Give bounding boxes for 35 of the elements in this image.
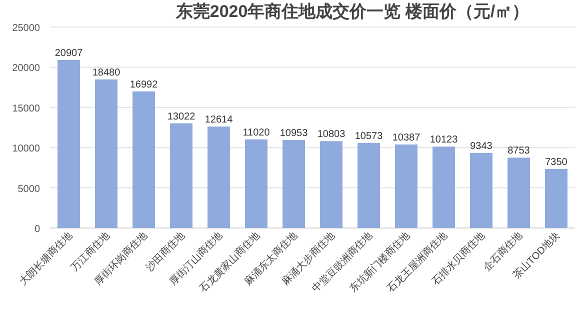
bar bbox=[208, 126, 230, 228]
bar bbox=[470, 152, 492, 228]
data-label: 16992 bbox=[130, 79, 158, 90]
data-label: 10953 bbox=[280, 128, 308, 139]
data-label: 13022 bbox=[167, 111, 196, 122]
data-label: 8753 bbox=[508, 146, 530, 157]
y-tick-label: 25000 bbox=[12, 23, 40, 34]
bar bbox=[432, 146, 455, 228]
bar bbox=[170, 123, 192, 228]
bar bbox=[132, 91, 155, 228]
bar bbox=[358, 142, 380, 228]
bar bbox=[395, 144, 418, 228]
y-tick-label: 20000 bbox=[12, 63, 40, 74]
data-label: 7350 bbox=[545, 156, 568, 168]
chart-title: 东莞2020年商住地成交价一览 楼面价（元/㎡） bbox=[174, 2, 530, 21]
data-label: 9343 bbox=[470, 140, 493, 152]
y-tick-label: 0 bbox=[34, 224, 40, 235]
y-tick-label: 5000 bbox=[18, 184, 40, 195]
bar bbox=[245, 139, 268, 228]
data-label: 11020 bbox=[242, 127, 270, 138]
data-label: 20907 bbox=[54, 48, 84, 59]
y-tick-label: 10000 bbox=[12, 144, 40, 155]
bar bbox=[282, 140, 305, 228]
data-label: 10803 bbox=[317, 129, 346, 140]
bar bbox=[545, 168, 568, 228]
bar bbox=[320, 141, 342, 228]
bar bbox=[95, 79, 118, 228]
bar bbox=[58, 60, 80, 228]
data-label: 10387 bbox=[392, 132, 421, 144]
y-tick-label: 15000 bbox=[12, 103, 40, 114]
bar bbox=[508, 158, 530, 228]
data-label: 18480 bbox=[92, 67, 121, 78]
data-label: 10573 bbox=[354, 130, 384, 142]
data-label: 10123 bbox=[430, 134, 458, 146]
data-label: 12614 bbox=[204, 114, 234, 126]
